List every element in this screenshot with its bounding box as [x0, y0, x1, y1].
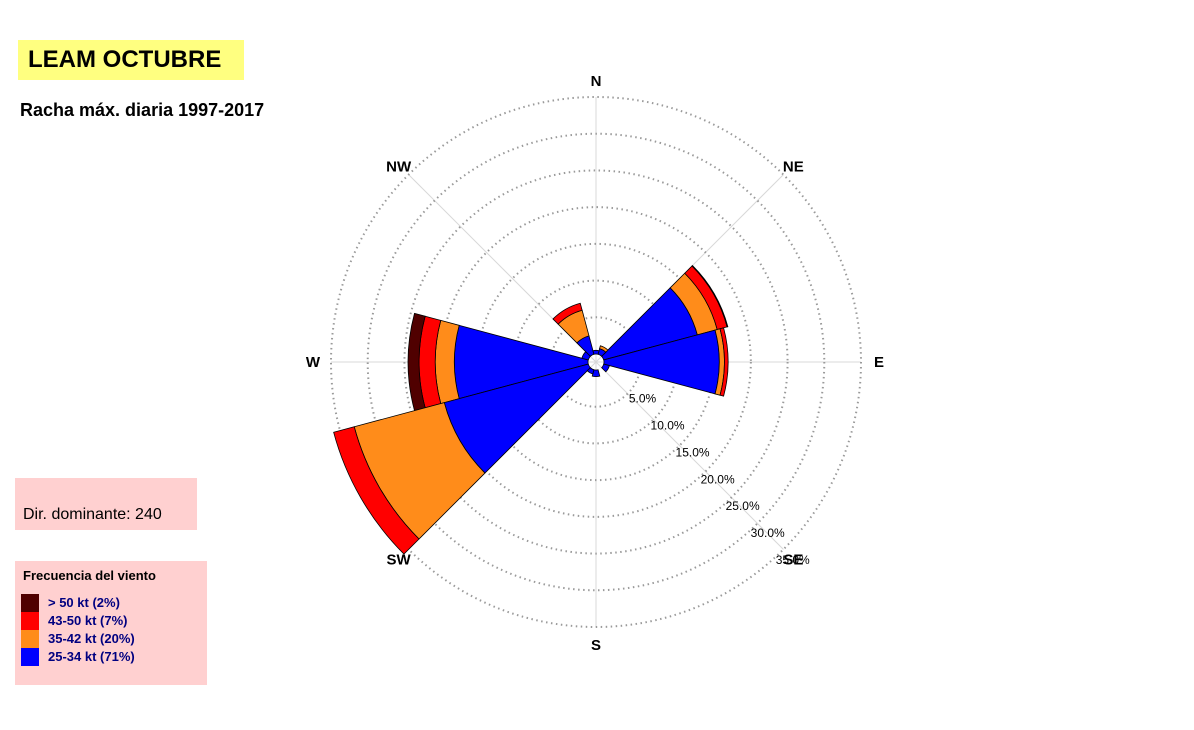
- ring-label: 35.0%: [776, 553, 810, 567]
- rose-segment: [601, 363, 610, 373]
- rose-segment: [581, 351, 591, 361]
- rose-segment: [552, 302, 583, 325]
- rose-segment: [407, 312, 426, 412]
- dominant-direction-text: Dir. dominante: 240: [23, 506, 162, 523]
- legend-label: 35-42 kt (20%): [48, 631, 135, 646]
- compass-label: W: [306, 354, 321, 371]
- title-box: LEAM OCTUBRE: [18, 40, 244, 80]
- rose-segment: [599, 345, 609, 353]
- compass-label: NW: [386, 159, 412, 176]
- rose-segment: [691, 264, 729, 328]
- legend-swatch: [21, 612, 39, 630]
- compass-label: NE: [783, 159, 804, 176]
- rose-segment: [333, 426, 420, 555]
- legend: Frecuencia del viento > 50 kt (2%) 43-50…: [15, 561, 207, 685]
- legend-swatch: [21, 594, 39, 612]
- ring-label: 25.0%: [726, 499, 760, 513]
- rose-segment: [591, 369, 601, 378]
- ring-label: 20.0%: [701, 472, 735, 486]
- legend-title: Frecuencia del viento: [23, 568, 156, 583]
- ring-label: 15.0%: [676, 445, 710, 459]
- rose-segment: [586, 367, 595, 375]
- ring-label: 30.0%: [751, 526, 785, 540]
- compass-label: SE: [783, 551, 803, 568]
- rose-segment: [592, 349, 600, 355]
- ring-label: 5.0%: [629, 392, 657, 406]
- legend-label: > 50 kt (2%): [48, 595, 120, 610]
- chart-subtitle: Racha máx. diaria 1997-2017: [20, 100, 265, 120]
- grid-ring: [330, 96, 862, 628]
- sector-layer: [333, 264, 729, 555]
- compass-label: E: [874, 354, 884, 371]
- legend-label: 25-34 kt (71%): [48, 649, 135, 664]
- chart-title: LEAM OCTUBRE: [28, 46, 222, 73]
- label-layer: N NE E SE S SW W NW 5.0% 10.0% 15.0% 20.0% 25.0% 30.0…: [306, 73, 884, 654]
- grid-ring: [403, 169, 789, 555]
- legend-swatch: [21, 630, 39, 648]
- legend-label: 43-50 kt (7%): [48, 613, 128, 628]
- compass-label: N: [591, 73, 602, 90]
- ring-label: 10.0%: [651, 419, 685, 433]
- grid-ring: [366, 132, 826, 592]
- compass-label: S: [591, 637, 601, 654]
- compass-label: SW: [387, 551, 412, 568]
- legend-swatch: [21, 648, 39, 666]
- rose-segment: [719, 327, 729, 397]
- dominant-direction-box: Dir. dominante: 240: [15, 478, 197, 530]
